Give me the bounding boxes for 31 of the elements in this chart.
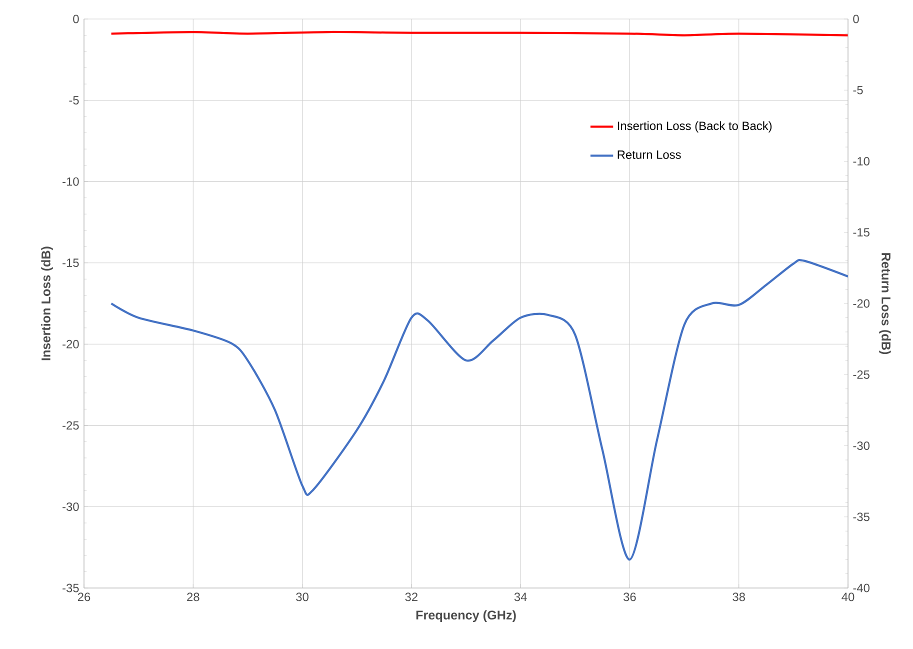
- x-tick-label: 34: [514, 592, 527, 602]
- line-series: [110, 260, 848, 561]
- y-axis-title: Insertion Loss (dB): [41, 246, 53, 360]
- y-tick-label: 0: [73, 14, 79, 24]
- legend-label: Insertion Loss (Back to Back): [618, 121, 772, 132]
- y2-tick-label: -25: [853, 370, 870, 379]
- y-tick-label: -30: [62, 502, 79, 511]
- x-tick-label: 32: [405, 592, 418, 602]
- x-tick-label: 40: [842, 592, 854, 602]
- y-tick-label: -5: [69, 96, 79, 104]
- y-tick-label: -35: [62, 584, 79, 592]
- x-tick-label: 36: [624, 592, 636, 602]
- x-tick-label: 26: [78, 592, 90, 602]
- y-tick-label: -25: [62, 421, 79, 430]
- y2-tick-label: -40: [853, 584, 870, 592]
- y2-tick-label: -35: [853, 512, 870, 522]
- x-tick-label: 30: [296, 592, 308, 602]
- y2-axis-title: Return Loss (dB): [879, 253, 891, 354]
- y2-tick-label: -20: [853, 299, 870, 308]
- y-tick-label: -20: [62, 340, 79, 348]
- legend-label: Return Loss: [618, 150, 681, 159]
- y-tick-label: -10: [62, 177, 79, 186]
- x-tick-label: 28: [187, 592, 200, 602]
- x-tick-label: 38: [732, 592, 745, 602]
- y2-tick-label: -30: [853, 442, 870, 450]
- y2-tick-label: -5: [853, 86, 863, 94]
- y-tick-label: -15: [62, 258, 79, 268]
- y2-tick-label: -15: [853, 228, 870, 237]
- y2-tick-label: 0: [853, 14, 859, 24]
- x-axis-title: Frequency (GHz): [416, 610, 516, 622]
- y2-tick-label: -10: [853, 157, 870, 166]
